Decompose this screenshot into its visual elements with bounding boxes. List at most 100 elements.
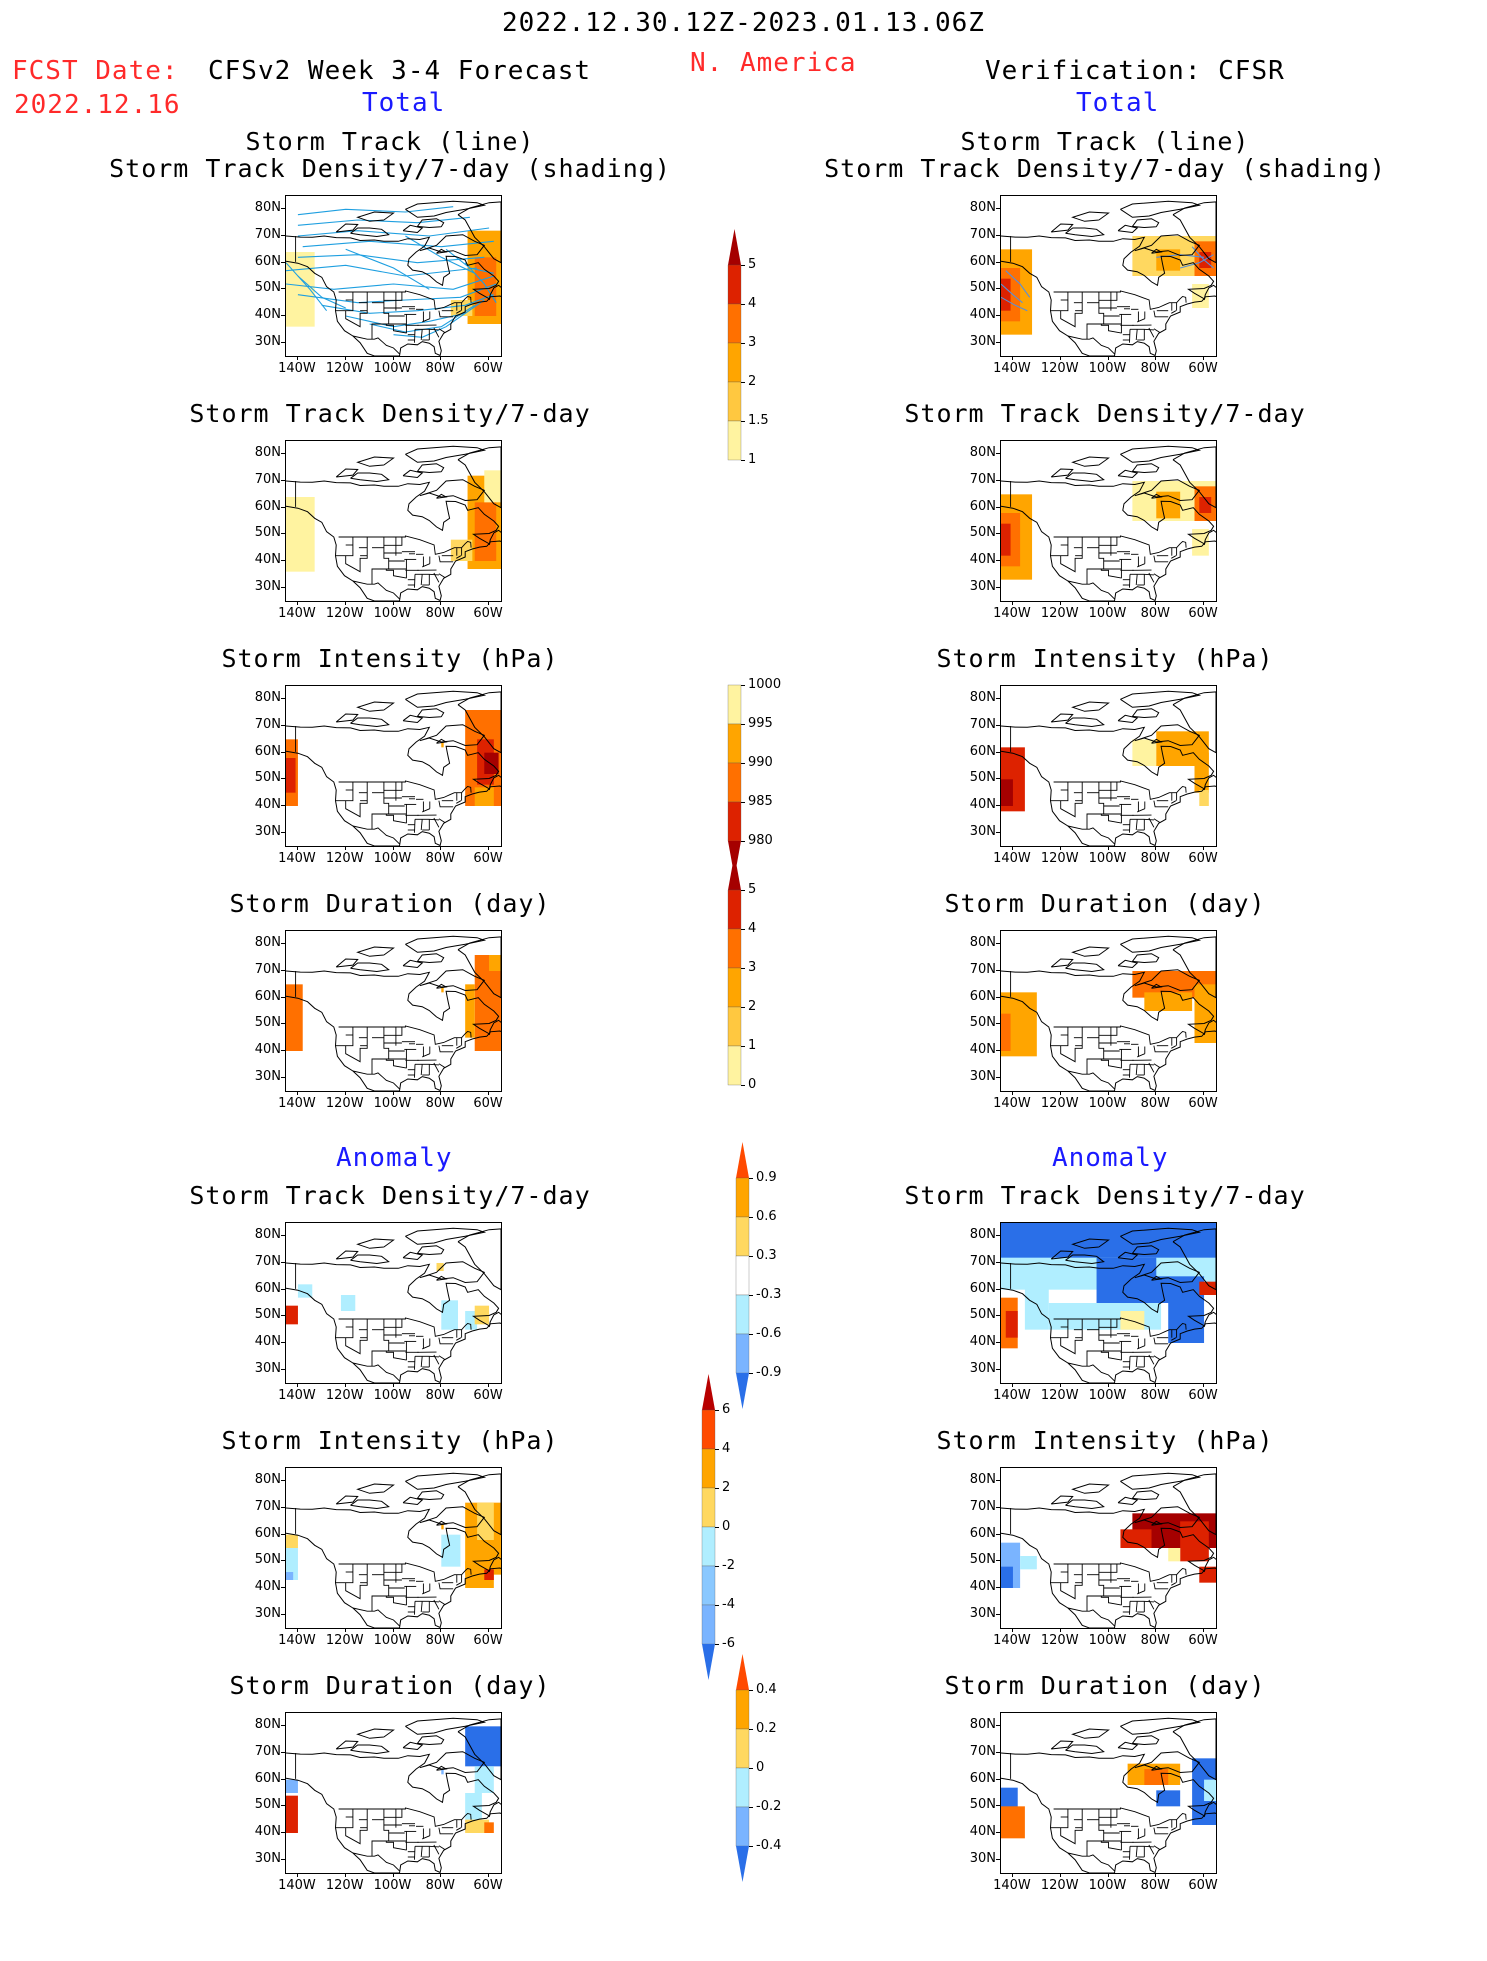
lat-tick [281,262,285,263]
colorbar-duration-anomaly [735,1653,750,1961]
lon-tick [345,601,346,605]
political-border [1154,1064,1160,1068]
lat-tick [281,587,285,588]
colorbar-density-total [727,228,742,500]
colorbar-label: 4 [722,1441,730,1456]
colorbar-label: 1000 [748,677,781,692]
lat-tick [281,1614,285,1615]
island-outline [405,691,484,707]
island-outline [1073,457,1109,466]
political-border [1101,814,1121,823]
shade-cell [1120,1311,1144,1330]
lat-tick-label: 70N [241,962,281,977]
lat-tick [996,560,1000,561]
lat-tick [281,805,285,806]
lat-tick-label: 50N [956,1552,996,1567]
political-border [1144,1846,1154,1847]
lat-tick-label: 60N [956,1281,996,1296]
lat-tick-label: 30N [241,1606,281,1621]
lon-tick [345,1873,346,1877]
political-border [1087,1809,1104,1856]
political-border [1068,1071,1115,1089]
political-border [353,1363,400,1381]
lat-tick-label: 80N [241,200,281,215]
lon-tick [1060,1091,1061,1095]
colorbar-segment [702,1527,715,1566]
island-outline [1066,718,1104,727]
lat-tick [996,778,1000,779]
lat-tick-label: 40N [241,1824,281,1839]
lon-tick-label: 80W [415,1878,465,1893]
lat-tick-label: 80N [956,200,996,215]
lon-tick [1108,1628,1109,1632]
lat-tick-label: 40N [956,1334,996,1349]
lat-tick-label: 30N [956,579,996,594]
island-outline [417,1491,443,1500]
lon-tick-label: 100W [368,851,418,866]
lon-tick-label: 60W [1178,361,1228,376]
lat-tick-label: 40N [241,797,281,812]
colorbar-segment [702,1566,715,1605]
lon-tick [1203,356,1204,360]
lat-tick [996,725,1000,726]
lon-tick-label: 140W [987,1878,1037,1893]
lon-tick [1108,846,1109,850]
shade-cell [1144,992,1192,1011]
lon-tick-label: 100W [368,1633,418,1648]
political-border [384,1027,402,1035]
political-border [1144,819,1154,820]
political-border [353,1071,400,1089]
colorbar-label: 0.4 [756,1682,777,1697]
colorbar-label: 3 [748,335,756,350]
lat-tick [996,1560,1000,1561]
island-outline [1132,709,1158,718]
lat-tick [281,1262,285,1263]
lat-tick-label: 50N [956,1015,996,1030]
lat-tick-label: 50N [241,1307,281,1322]
lat-tick-label: 50N [241,1552,281,1567]
lon-tick [1155,1873,1156,1877]
map-svg [286,931,501,1091]
political-border [1154,1356,1160,1360]
island-outline [358,1484,394,1493]
lon-tick-label: 100W [368,361,418,376]
lat-tick [281,1480,285,1481]
colorbar-tick [741,343,745,344]
lat-tick-label: 40N [241,1334,281,1349]
lat-tick [996,1614,1000,1615]
colorbar-tick [741,802,745,803]
panel-title: Storm Track Density/7-day [805,1181,1405,1210]
colorbar-segment [736,1178,749,1217]
colorbar-segment [728,343,741,382]
political-border [1144,1064,1154,1065]
lat-tick-label: 70N [956,472,996,487]
lon-tick [1203,1091,1204,1095]
lat-tick [996,1289,1000,1290]
political-border [1101,569,1121,578]
lat-tick [996,1534,1000,1535]
lat-tick [996,1315,1000,1316]
panel-title: Storm Track Density/7-day (shading) [90,154,690,183]
lon-tick [488,1383,489,1387]
storm-track-line [286,276,494,289]
lat-tick [996,805,1000,806]
lon-tick-label: 140W [272,361,322,376]
colorbar-tick [741,968,745,969]
lon-tick-label: 80W [415,606,465,621]
lat-tick-label: 60N [241,1526,281,1541]
shade-cell [286,758,296,793]
political-border [1087,1564,1104,1611]
political-border [1130,1601,1131,1614]
lat-tick-label: 70N [241,717,281,732]
island-outline [358,702,394,711]
colorbar-tick [749,1807,753,1808]
political-border [1154,1046,1168,1052]
island-outline [405,446,484,462]
political-border [439,574,445,578]
lat-tick [281,288,285,289]
colorbar-label: 4 [748,296,756,311]
lon-tick-label: 60W [463,1096,513,1111]
lon-tick-label: 100W [1083,1633,1133,1648]
political-border [439,1601,445,1605]
shade-cell [1156,1790,1180,1806]
